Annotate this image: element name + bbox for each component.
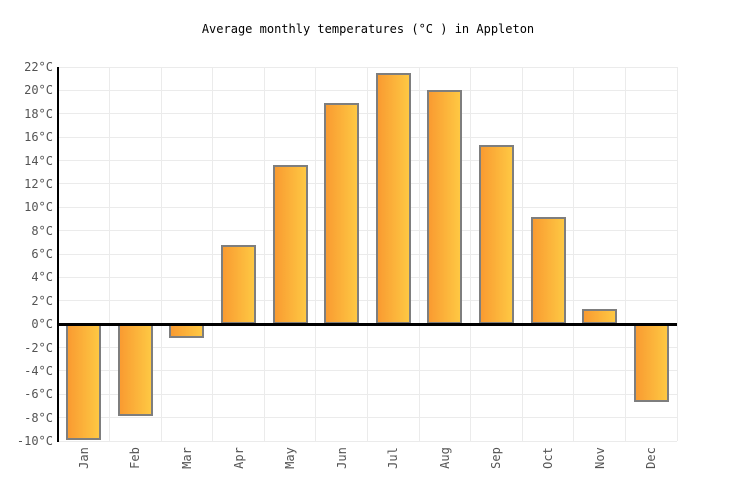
y-axis-label: -2°C (24, 340, 53, 355)
y-axis-label: 0°C (31, 317, 53, 332)
gridline-vertical (418, 67, 420, 441)
y-axis-label: 4°C (31, 270, 53, 285)
x-axis-label: Jan (76, 447, 91, 469)
chart-title: Average monthly temperatures (°C ) in Ap… (201, 22, 535, 36)
y-axis-label: 10°C (24, 200, 53, 215)
y-axis-label: -8°C (24, 410, 53, 425)
gridline-vertical (263, 67, 265, 441)
x-axis-label: Dec (644, 447, 659, 469)
x-axis-label: Jul (386, 447, 401, 469)
y-axis-label: 16°C (24, 130, 53, 145)
x-axis-label: Feb (128, 447, 143, 469)
y-axis-label: 18°C (24, 106, 53, 121)
y-axis-label: -10°C (16, 434, 53, 448)
gridline-vertical (109, 67, 111, 441)
bar-sep (478, 145, 514, 325)
y-axis-label: 6°C (31, 247, 53, 261)
bar-feb (117, 324, 153, 417)
x-axis-label: Mar (179, 447, 194, 469)
gridline-vertical (315, 67, 317, 441)
y-axis-label: 8°C (31, 223, 53, 238)
y-axis-label: -6°C (24, 387, 53, 402)
x-axis-label: Sep (489, 447, 504, 469)
bar-oct (530, 216, 566, 325)
bar-aug (427, 90, 463, 325)
gridline-vertical (573, 67, 575, 441)
gridline-vertical (470, 67, 472, 441)
gridline-vertical (521, 67, 523, 441)
bar-jan (66, 324, 102, 440)
gridline-vertical (160, 67, 162, 441)
bar-apr (221, 244, 257, 325)
y-axis-line (57, 67, 59, 442)
bar-may (272, 165, 308, 325)
y-axis-label: 22°C (24, 60, 53, 74)
x-axis-label: Jun (334, 447, 349, 469)
bar-jun (324, 103, 360, 325)
y-axis-label: -4°C (24, 363, 53, 378)
x-axis-label: Apr (231, 447, 246, 469)
x-axis-label: Aug (437, 447, 452, 469)
zero-axis-line (57, 322, 677, 326)
gridline-vertical (624, 67, 626, 441)
bar-jul (375, 72, 411, 325)
x-axis-label: May (283, 447, 298, 469)
y-axis-label: 2°C (31, 293, 53, 308)
gridline-horizontal (58, 440, 677, 442)
y-axis-label: 14°C (24, 153, 53, 168)
y-axis-label: 12°C (24, 176, 53, 191)
x-axis-label: Oct (541, 447, 556, 469)
gridline-vertical (676, 67, 678, 441)
y-axis-label: 20°C (24, 83, 53, 98)
gridline-vertical (212, 67, 214, 441)
bar-mar (169, 324, 205, 339)
gridline-vertical (367, 67, 368, 441)
x-axis-label: Nov (592, 447, 607, 469)
bar-dec (633, 324, 669, 403)
